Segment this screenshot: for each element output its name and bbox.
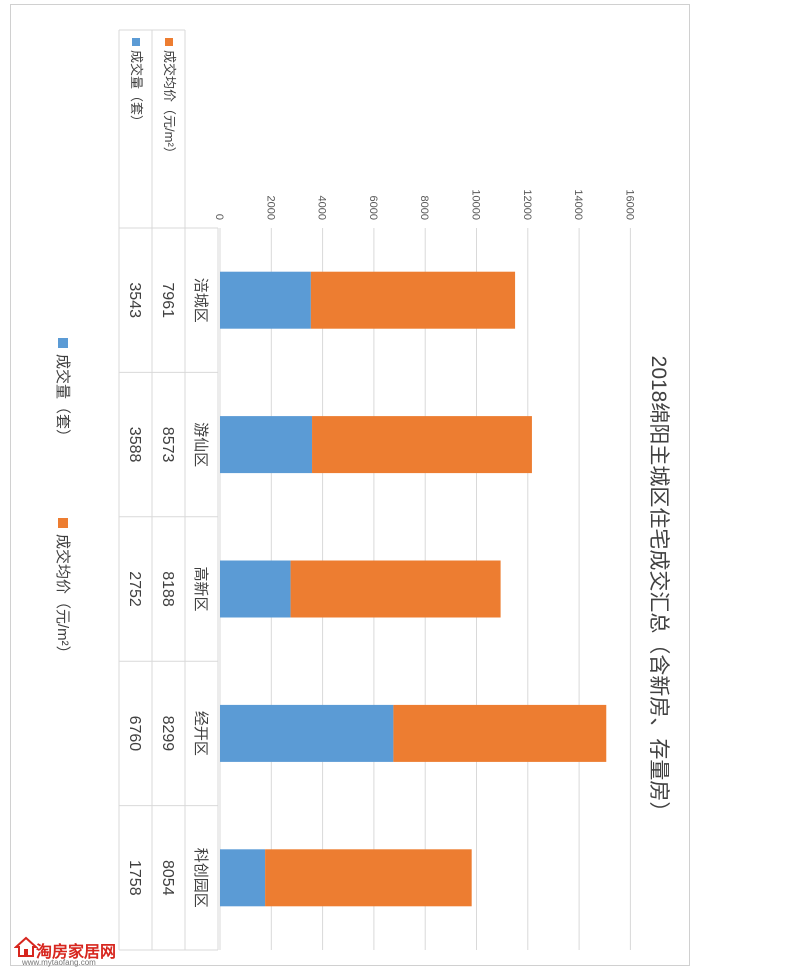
bar-segment	[220, 561, 291, 618]
site-watermark: 淘房家居网 www.mytaofang.com	[12, 934, 112, 970]
table-value: 8188	[159, 571, 176, 607]
legend-label: 成交均价（元/m²）	[54, 534, 72, 661]
chart-rotated-container: 2018绵阳主城区住宅成交汇总（含新房、存量房） 0 2000 4000 6000 800…	[0, 0, 800, 974]
y-tick-label: 12000	[521, 189, 533, 220]
house-logo-icon	[14, 936, 38, 958]
bar-segment	[220, 416, 312, 473]
category-label: 游仙区	[192, 422, 209, 467]
table-value: 6760	[126, 716, 143, 752]
y-tick-label: 10000	[470, 189, 482, 220]
bar-segment	[220, 705, 393, 762]
y-tick-label: 14000	[572, 189, 584, 220]
table-value: 3588	[126, 427, 143, 463]
bar-segment	[311, 272, 515, 329]
watermark-url: www.mytaofang.com	[22, 958, 96, 967]
table-value: 1758	[126, 860, 143, 896]
y-tick-label: 8000	[418, 196, 430, 220]
chart-title: 2018绵阳主城区住宅成交汇总（含新房、存量房）	[647, 356, 670, 823]
category-label: 经开区	[192, 711, 209, 756]
legend-swatch	[58, 338, 68, 348]
stacked-bar-chart: 2018绵阳主城区住宅成交汇总（含新房、存量房） 0 2000 4000 6000 800…	[0, 0, 800, 974]
y-tick-label: 6000	[367, 196, 379, 220]
bar-segment	[312, 416, 532, 473]
bar-segment	[393, 705, 606, 762]
table-value: 3543	[126, 282, 143, 318]
table-value: 7961	[159, 282, 176, 318]
y-tick-label: 0	[213, 214, 225, 220]
y-tick-label: 2000	[264, 196, 276, 220]
bar-segment	[220, 272, 311, 329]
table-series-swatch	[165, 38, 173, 46]
table-value: 2752	[126, 571, 143, 607]
table-value: 8573	[159, 427, 176, 463]
table-value: 8299	[159, 716, 176, 752]
bar-segment	[265, 849, 472, 906]
table-series-label: 成交均价（元/m²）	[162, 50, 177, 160]
y-tick-label: 16000	[623, 189, 635, 220]
bar-segment	[291, 561, 501, 618]
category-label: 高新区	[192, 566, 209, 611]
legend-label: 成交量（套）	[54, 354, 72, 444]
bar-segment	[220, 849, 265, 906]
table-value: 8054	[159, 860, 176, 896]
category-label: 涪城区	[192, 278, 209, 323]
category-label: 科创园区	[192, 848, 209, 908]
y-tick-label: 4000	[316, 196, 328, 220]
table-series-label: 成交量（套）	[129, 50, 144, 128]
table-series-swatch	[132, 38, 140, 46]
legend-swatch	[58, 518, 68, 528]
